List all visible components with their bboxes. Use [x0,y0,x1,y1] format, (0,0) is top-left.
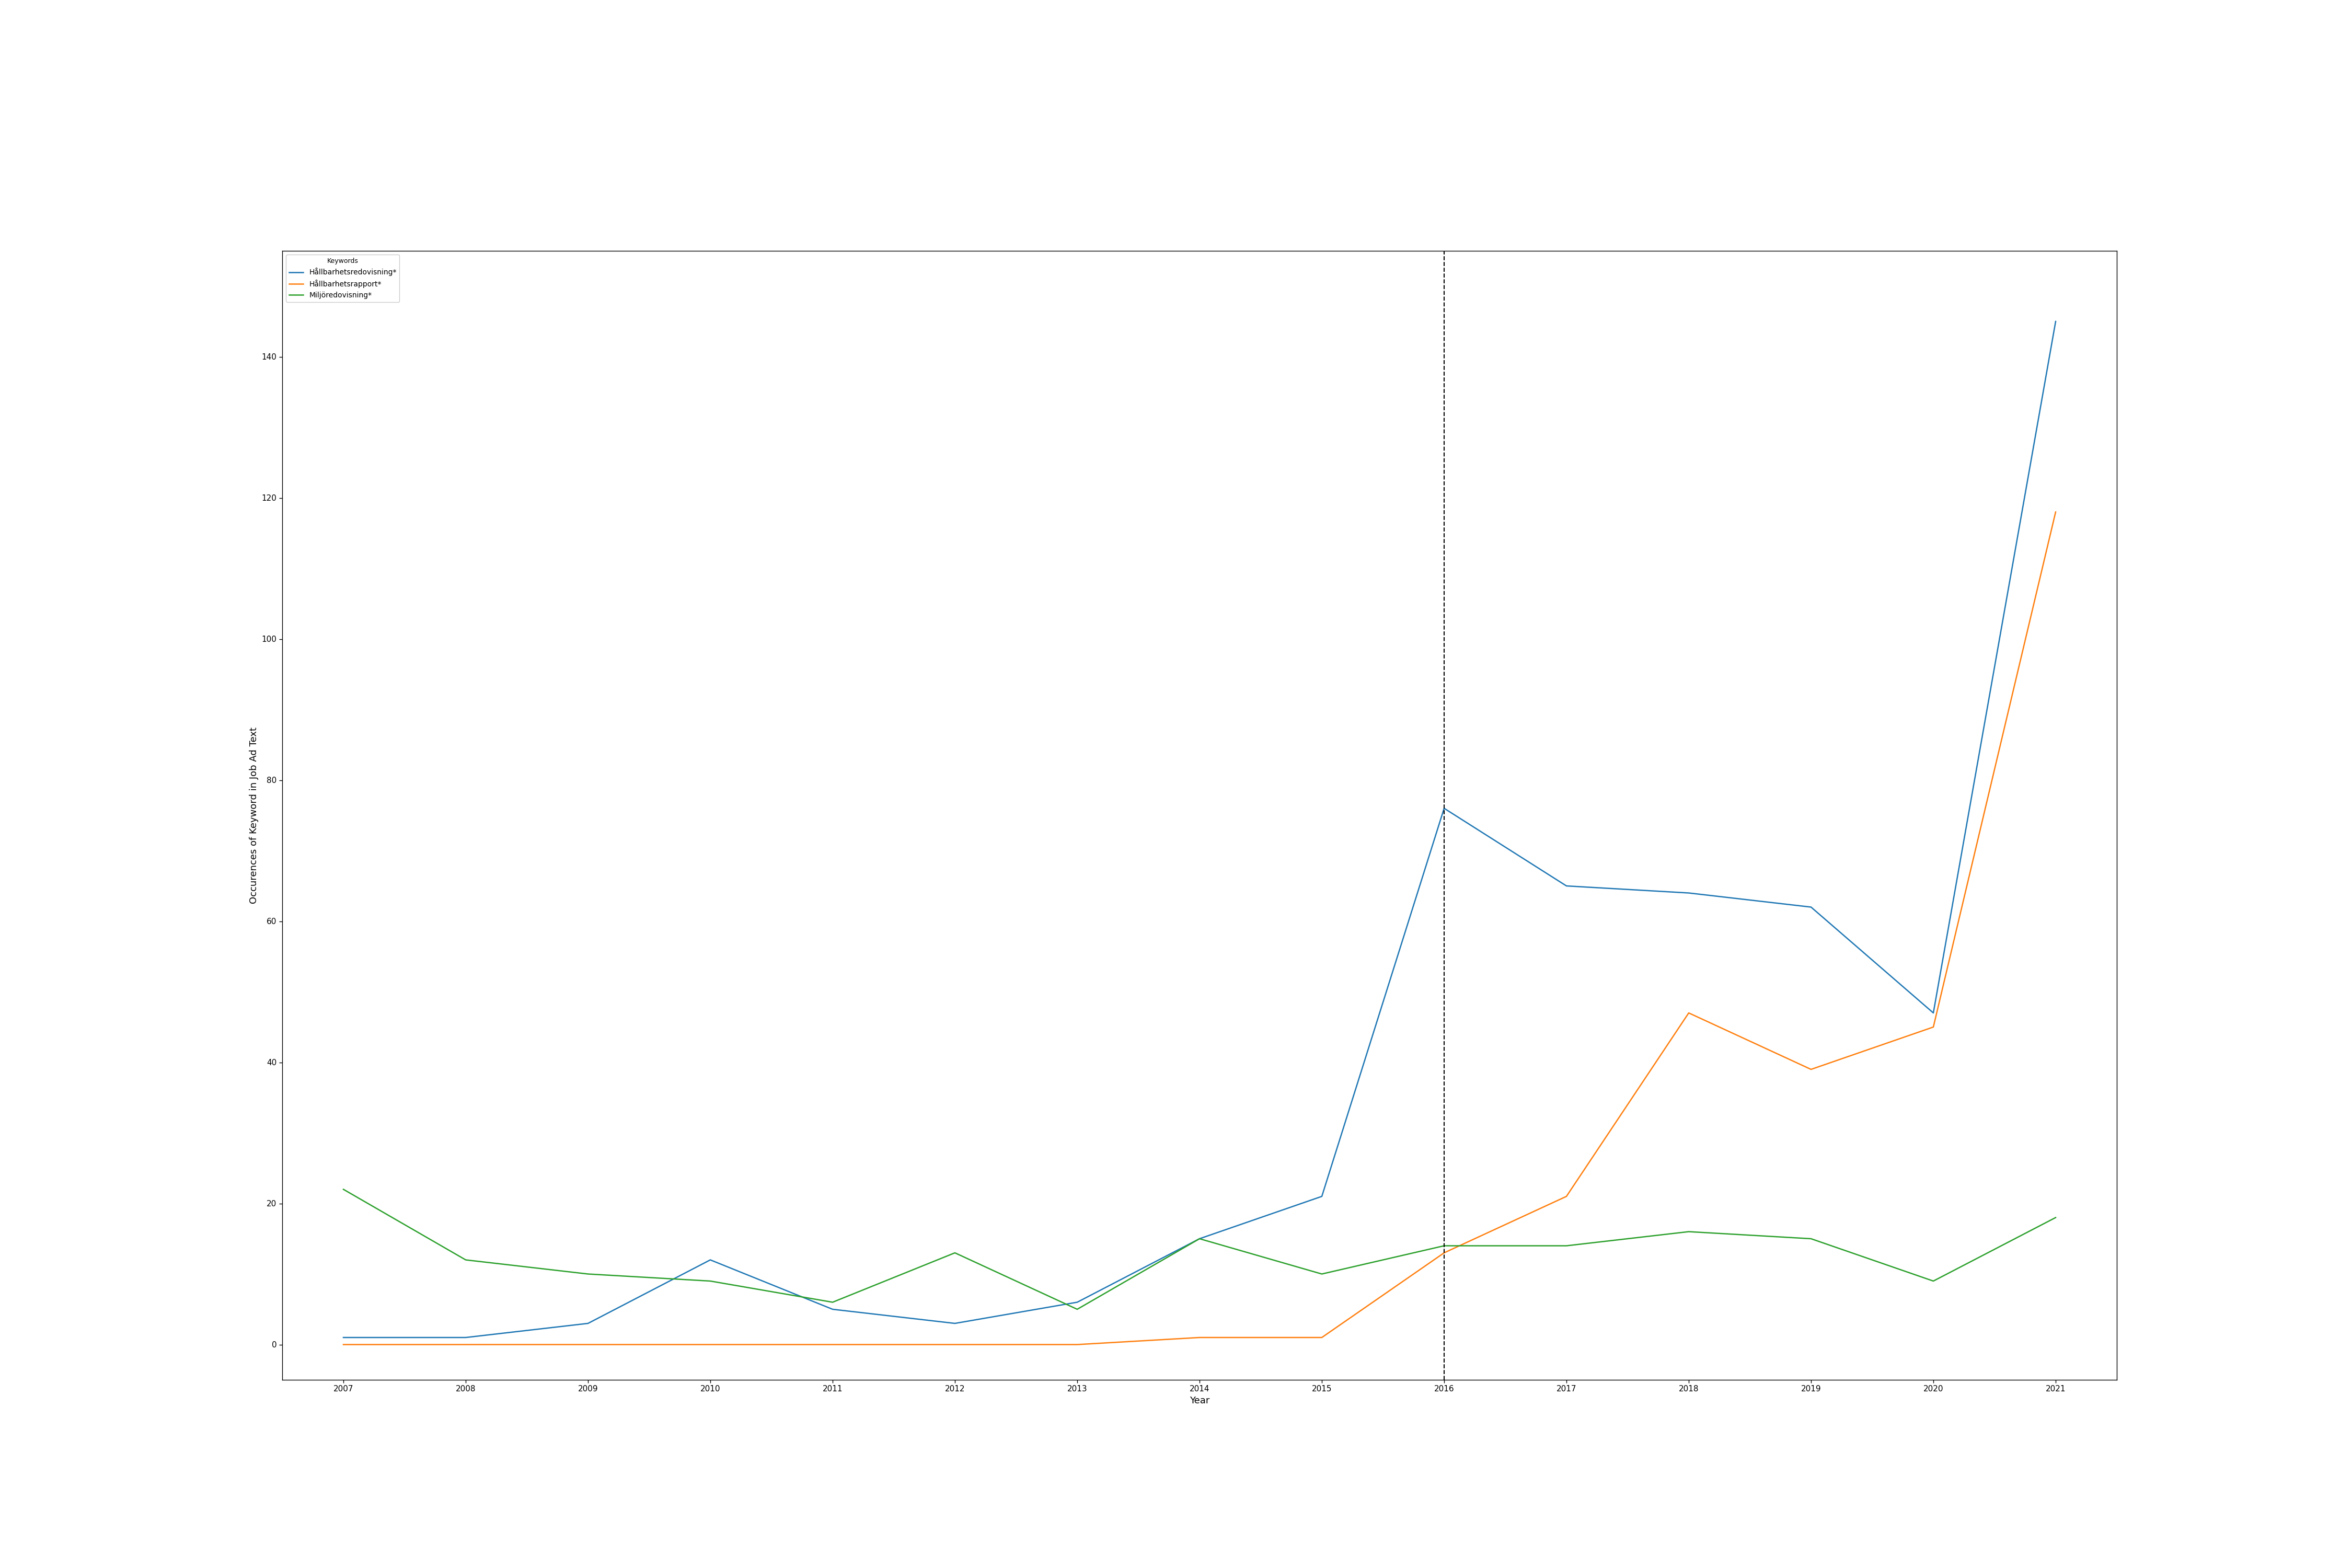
Hållbarhetsredovisning* [1430,800,1458,818]
Hållbarhetsrapport* [818,1336,847,1355]
Hållbarhetsrapport* [1919,1018,1947,1036]
Line: Hållbarhetsredovisning*: Hållbarhetsredovisning* [343,321,2056,1338]
Hållbarhetsredovisning* [1063,1292,1091,1311]
Hållbarhetsrapport* [1063,1336,1091,1355]
Miljöredovisning* [1919,1272,1947,1290]
Hållbarhetsrapport* [329,1336,358,1355]
Miljöredovisning* [2042,1207,2070,1226]
Hållbarhetsrapport* [1430,1243,1458,1262]
Miljöredovisning* [574,1264,602,1283]
Miljöredovisning* [1185,1229,1214,1248]
Miljöredovisning* [696,1272,724,1290]
Legend: Hållbarhetsredovisning*, Hållbarhetsrapport*, Miljöredovisning*: Hållbarhetsredovisning*, Hållbarhetsrapp… [287,254,400,303]
Miljöredovisning* [1797,1229,1825,1248]
Miljöredovisning* [1308,1264,1336,1283]
Hållbarhetsredovisning* [696,1251,724,1270]
Hållbarhetsrapport* [696,1336,724,1355]
Hållbarhetsredovisning* [2042,312,2070,331]
Hållbarhetsredovisning* [574,1314,602,1333]
Hållbarhetsrapport* [574,1336,602,1355]
Hållbarhetsrapport* [2042,502,2070,521]
Miljöredovisning* [941,1243,969,1262]
Hållbarhetsredovisning* [1919,1004,1947,1022]
Hållbarhetsredovisning* [329,1328,358,1347]
Miljöredovisning* [818,1292,847,1311]
Hållbarhetsredovisning* [452,1328,480,1347]
Hållbarhetsrapport* [1308,1328,1336,1347]
Miljöredovisning* [1552,1236,1581,1254]
Hållbarhetsrapport* [1675,1004,1703,1022]
Hållbarhetsredovisning* [1308,1187,1336,1206]
Y-axis label: Occurences of Keyword in Job Ad Text: Occurences of Keyword in Job Ad Text [249,728,259,903]
Line: Hållbarhetsrapport*: Hållbarhetsrapport* [343,511,2056,1345]
Miljöredovisning* [452,1251,480,1270]
Hållbarhetsredovisning* [1675,884,1703,903]
Hållbarhetsredovisning* [1797,897,1825,916]
Hållbarhetsredovisning* [1185,1229,1214,1248]
Hållbarhetsrapport* [941,1336,969,1355]
Hållbarhetsrapport* [452,1336,480,1355]
Hållbarhetsredovisning* [818,1300,847,1319]
Miljöredovisning* [1430,1236,1458,1254]
Hållbarhetsrapport* [1797,1060,1825,1079]
X-axis label: Year: Year [1190,1396,1209,1405]
Hållbarhetsrapport* [1185,1328,1214,1347]
Hållbarhetsrapport* [1552,1187,1581,1206]
Line: Miljöredovisning*: Miljöredovisning* [343,1189,2056,1309]
Hållbarhetsredovisning* [1552,877,1581,895]
Hållbarhetsredovisning* [941,1314,969,1333]
Miljöredovisning* [329,1179,358,1198]
Miljöredovisning* [1063,1300,1091,1319]
Miljöredovisning* [1675,1223,1703,1242]
